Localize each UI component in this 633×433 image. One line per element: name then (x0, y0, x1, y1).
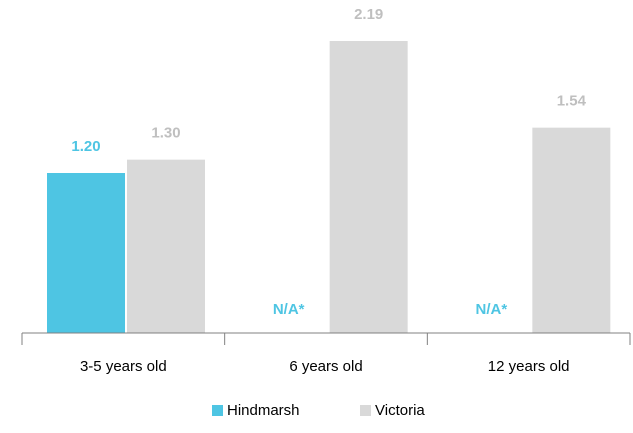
bar (532, 127, 611, 334)
bar (127, 159, 205, 333)
x-tick-label: 3-5 years old (80, 358, 167, 375)
x-tick-label: 6 years old (289, 358, 362, 375)
bar (47, 173, 125, 333)
value-label: 2.19 (354, 6, 383, 23)
value-label: 1.20 (71, 138, 100, 155)
legend-swatch (212, 405, 223, 416)
value-label: 1.30 (151, 125, 180, 142)
legend-label: Hindmarsh (227, 402, 300, 419)
x-tick-label: 12 years old (488, 358, 570, 375)
bar (329, 41, 408, 333)
legend-label: Victoria (375, 402, 425, 419)
value-label: 1.54 (557, 93, 587, 110)
value-label: N/A* (475, 301, 507, 318)
value-label: N/A* (273, 301, 305, 318)
legend-swatch (360, 405, 371, 416)
